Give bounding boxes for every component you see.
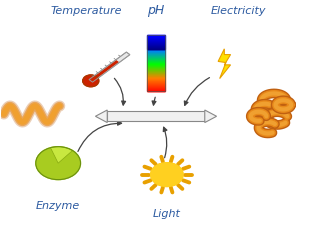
Bar xyxy=(148,40,164,41)
Text: Temperature: Temperature xyxy=(50,6,122,16)
Bar xyxy=(148,65,164,66)
Text: Light: Light xyxy=(153,209,181,218)
Bar xyxy=(148,52,164,53)
Bar xyxy=(148,75,164,76)
Bar xyxy=(148,84,164,85)
Bar xyxy=(148,59,164,60)
Bar xyxy=(148,38,164,39)
Bar xyxy=(107,112,205,122)
Text: Electricity: Electricity xyxy=(211,6,266,16)
Bar xyxy=(148,79,164,80)
Bar xyxy=(148,46,164,47)
Bar xyxy=(148,63,164,64)
Bar xyxy=(148,89,164,90)
Bar xyxy=(148,85,164,86)
Bar xyxy=(148,87,164,88)
Polygon shape xyxy=(218,50,231,79)
Bar xyxy=(148,45,164,46)
Bar xyxy=(148,76,164,77)
Bar xyxy=(148,55,164,56)
Bar xyxy=(148,60,164,61)
Polygon shape xyxy=(89,53,130,83)
Circle shape xyxy=(151,163,183,187)
Bar xyxy=(148,73,164,74)
Bar xyxy=(148,71,164,72)
Bar xyxy=(148,58,164,59)
Bar xyxy=(148,37,164,38)
Bar xyxy=(148,67,164,68)
Polygon shape xyxy=(95,111,107,123)
Bar xyxy=(148,78,164,79)
Polygon shape xyxy=(205,111,217,123)
Polygon shape xyxy=(90,61,119,82)
Text: pH: pH xyxy=(147,4,165,17)
Bar xyxy=(148,91,164,92)
Bar xyxy=(148,88,164,89)
Bar xyxy=(148,80,164,81)
Bar xyxy=(148,62,164,63)
Bar xyxy=(148,36,164,37)
Bar xyxy=(148,54,164,55)
Circle shape xyxy=(83,76,99,87)
Bar xyxy=(148,49,164,50)
Bar xyxy=(148,42,164,43)
Bar xyxy=(148,82,164,83)
Bar xyxy=(148,90,164,91)
Bar xyxy=(148,36,164,92)
Bar xyxy=(148,57,164,58)
Bar xyxy=(148,66,164,67)
Bar xyxy=(148,50,164,51)
Bar xyxy=(148,56,164,57)
Bar xyxy=(148,43,164,44)
Text: Enzyme: Enzyme xyxy=(36,201,80,210)
Bar xyxy=(148,64,164,65)
Bar xyxy=(148,69,164,70)
Bar xyxy=(148,81,164,82)
Bar xyxy=(148,68,164,69)
Bar xyxy=(148,53,164,54)
Bar xyxy=(148,86,164,87)
Bar xyxy=(148,47,164,48)
Bar xyxy=(148,61,164,62)
Bar xyxy=(148,48,164,49)
Bar xyxy=(148,70,164,71)
Bar xyxy=(148,74,164,75)
Wedge shape xyxy=(51,147,72,164)
Bar xyxy=(148,39,164,40)
Bar xyxy=(148,83,164,84)
Bar xyxy=(148,77,164,78)
Circle shape xyxy=(36,147,80,180)
Circle shape xyxy=(151,163,183,187)
Bar xyxy=(148,72,164,73)
Bar xyxy=(148,44,164,45)
Bar xyxy=(148,41,164,42)
Bar xyxy=(148,51,164,52)
